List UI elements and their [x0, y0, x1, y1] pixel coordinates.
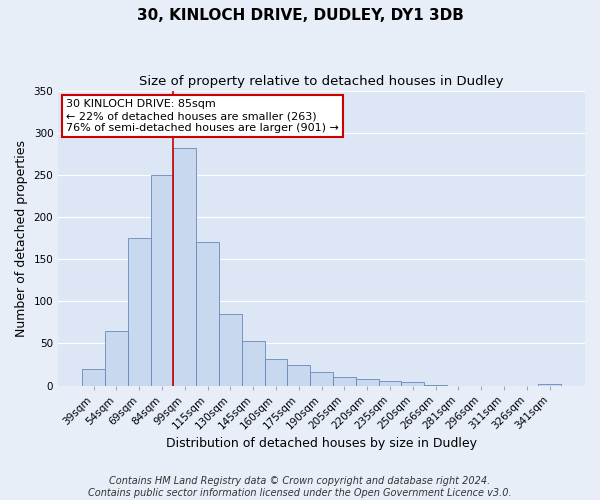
Bar: [356, 379, 379, 386]
Title: Size of property relative to detached houses in Dudley: Size of property relative to detached ho…: [139, 75, 504, 88]
Bar: [173, 148, 196, 386]
Text: 30, KINLOCH DRIVE, DUDLEY, DY1 3DB: 30, KINLOCH DRIVE, DUDLEY, DY1 3DB: [137, 8, 463, 22]
Y-axis label: Number of detached properties: Number of detached properties: [15, 140, 28, 336]
Bar: [151, 175, 173, 386]
Bar: [424, 384, 447, 386]
Bar: [538, 384, 561, 386]
Bar: [265, 360, 287, 386]
Bar: [242, 341, 265, 386]
Bar: [379, 382, 401, 386]
X-axis label: Distribution of detached houses by size in Dudley: Distribution of detached houses by size …: [166, 437, 477, 450]
Bar: [82, 368, 105, 386]
Bar: [128, 238, 151, 386]
Bar: [105, 331, 128, 386]
Text: 30 KINLOCH DRIVE: 85sqm
← 22% of detached houses are smaller (263)
76% of semi-d: 30 KINLOCH DRIVE: 85sqm ← 22% of detache…: [66, 100, 339, 132]
Text: Contains HM Land Registry data © Crown copyright and database right 2024.
Contai: Contains HM Land Registry data © Crown c…: [88, 476, 512, 498]
Bar: [219, 314, 242, 386]
Bar: [401, 382, 424, 386]
Bar: [287, 366, 310, 386]
Bar: [196, 242, 219, 386]
Bar: [310, 372, 333, 386]
Bar: [333, 377, 356, 386]
